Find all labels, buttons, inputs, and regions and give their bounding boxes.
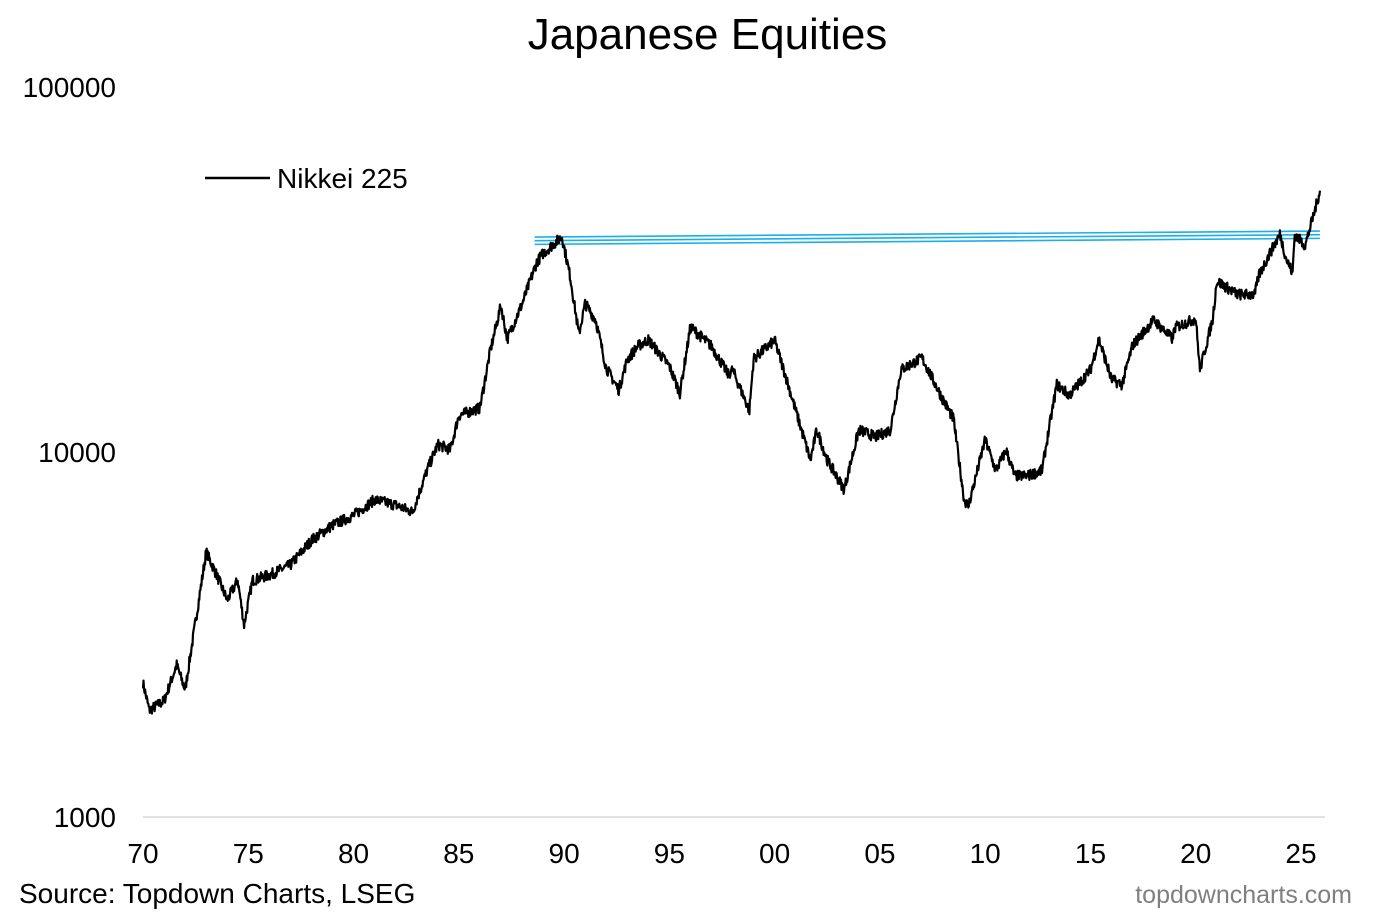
resistance-line — [534, 237, 1320, 246]
x-tick-label: 20 — [1180, 838, 1211, 869]
x-tick-label: 25 — [1285, 838, 1316, 869]
brand-watermark: topdowncharts.com — [1135, 881, 1352, 909]
source-note: Source: Topdown Charts, LSEG — [19, 878, 416, 909]
y-tick-label: 10000 — [38, 437, 116, 468]
y-tick-label: 1000 — [54, 802, 116, 833]
x-tick-label: 00 — [759, 838, 790, 869]
x-tick-label: 95 — [654, 838, 685, 869]
x-tick-label: 75 — [233, 838, 264, 869]
x-tick-label: 85 — [443, 838, 474, 869]
x-tick-label: 05 — [864, 838, 895, 869]
x-tick-label: 80 — [338, 838, 369, 869]
x-tick-label: 10 — [970, 838, 1001, 869]
x-tick-label: 70 — [127, 838, 158, 869]
resistance-line — [534, 233, 1320, 242]
legend-label: Nikkei 225 — [277, 163, 408, 194]
y-tick-label: 100000 — [23, 72, 116, 103]
x-tick-label: 15 — [1075, 838, 1106, 869]
series-line-nikkei-225 — [141, 190, 1322, 715]
chart-title: Japanese Equities — [527, 10, 888, 59]
x-tick-label: 90 — [549, 838, 580, 869]
resistance-line — [534, 230, 1320, 238]
